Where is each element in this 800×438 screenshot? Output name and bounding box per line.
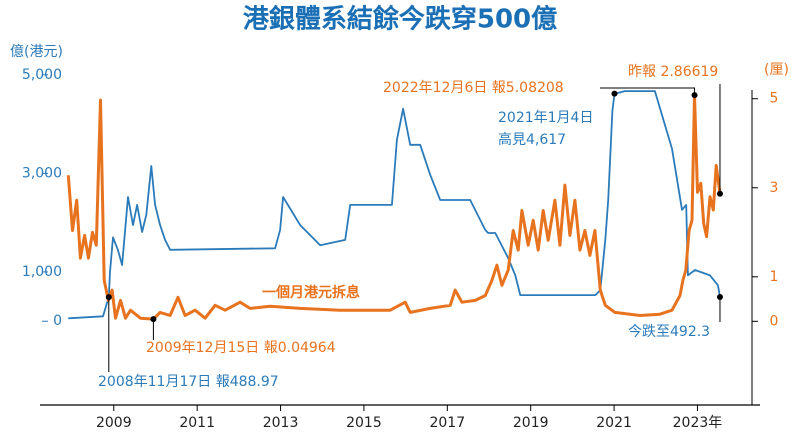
y2-tick-label: 0 (770, 313, 779, 329)
annotation-text: 昨報 2.86619 (628, 64, 718, 80)
y-axis-label: 億(港元) (10, 44, 63, 60)
annotation-dot (105, 294, 112, 301)
annotation-text: 2008年11月17日 報488.97 (98, 374, 279, 390)
annotation-text: 高見4,617 (498, 131, 566, 148)
y2-axis-label: (厘) (764, 62, 789, 78)
annotation-dot (716, 190, 723, 197)
x-tick-label: 2013 (263, 415, 299, 431)
series-line (68, 90, 721, 320)
x-tick-label: 2019 (513, 415, 549, 431)
annotation-dot (716, 293, 723, 300)
annotation-text: 2022年12月6日 報5.08208 (383, 80, 564, 96)
y-tick-label: 0 (53, 313, 62, 329)
annotation-dot (611, 90, 618, 97)
y-tick-label: 5,000 (22, 67, 62, 83)
annotation-dot (691, 92, 698, 99)
x-tick-label: 2017 (429, 415, 465, 431)
chart-title: 港銀體系結餘今跌穿500億 (243, 4, 557, 35)
y-tick-label: 1,000 (22, 264, 62, 280)
annotation-text: 今跌至492.3 (628, 324, 710, 340)
y-tick-label: 3,000 (22, 165, 62, 181)
y2-tick-label: 5 (770, 91, 779, 107)
annotation-dot (150, 316, 157, 323)
series-label: 一個月港元拆息 (262, 284, 360, 301)
annotation-text: 2021年1月4日 (498, 110, 593, 126)
y2-tick-label: 3 (770, 180, 779, 196)
x-tick-label: 2023年 (673, 415, 723, 431)
x-tick-label: 2021 (596, 415, 632, 431)
x-tick-label: 2015 (346, 415, 382, 431)
y2-tick-label: 1 (770, 269, 779, 285)
annotation-text: 2009年12月15日 報0.04964 (146, 340, 336, 356)
series-line (66, 93, 722, 321)
x-tick-label: 2011 (179, 415, 215, 431)
x-tick-label: 2009 (96, 415, 132, 431)
